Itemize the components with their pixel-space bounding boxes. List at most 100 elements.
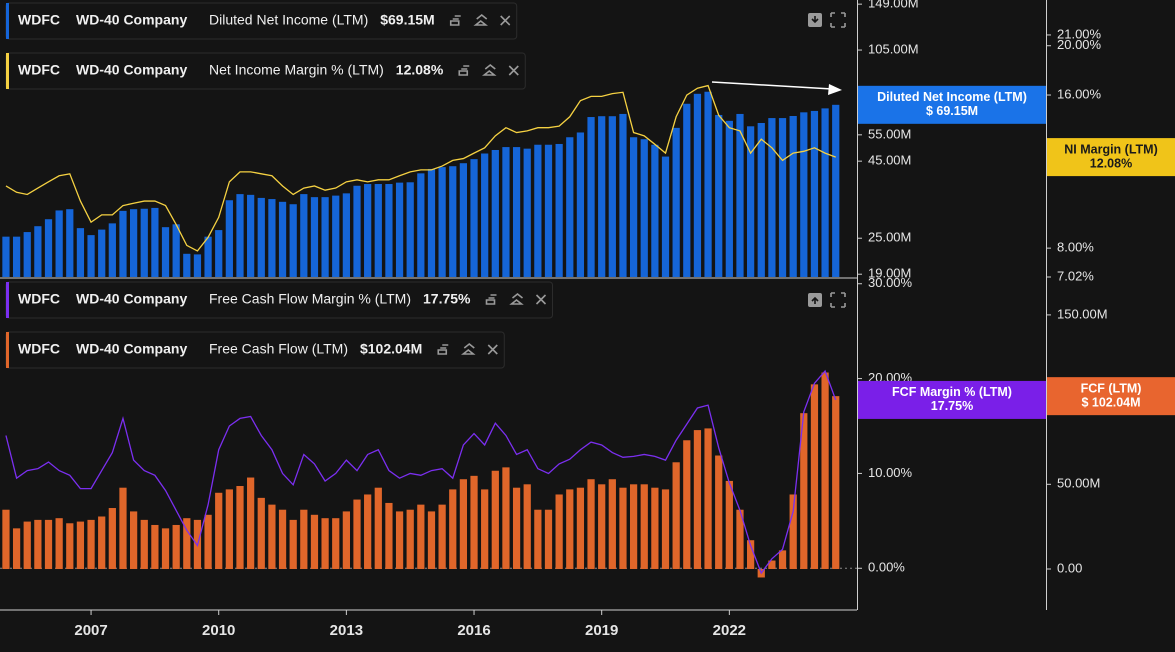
legend-swatch	[6, 282, 9, 318]
bar	[534, 144, 542, 277]
bar	[215, 230, 223, 277]
bar	[481, 153, 489, 277]
arrow-head	[828, 84, 842, 95]
legend-tool[interactable]	[449, 15, 461, 26]
legend-tool[interactable]	[473, 13, 488, 26]
bar	[800, 112, 808, 277]
y2-tick-label: 21.00%	[1057, 26, 1102, 41]
bar	[683, 103, 691, 277]
y-tick-label: 45.00M	[868, 153, 911, 168]
bar	[172, 524, 180, 570]
fullscreen-button[interactable]	[830, 292, 846, 308]
bar	[129, 209, 138, 277]
legend-swatch	[6, 332, 9, 368]
bar	[427, 168, 436, 277]
bar	[512, 487, 521, 570]
bar	[683, 440, 691, 570]
bar	[502, 147, 510, 277]
legends: WDFC WD-40 Company Diluted Net Income (LTM…	[5, 2, 553, 369]
arrow-line	[711, 81, 833, 90]
legend-tool[interactable]	[500, 15, 511, 26]
bar	[310, 514, 319, 570]
y-tick-label: 149.00M	[868, 0, 919, 11]
bar	[640, 484, 648, 570]
y2-tick-label: 16.00%	[1057, 86, 1102, 101]
legend-tool[interactable]	[460, 342, 476, 355]
bar	[725, 480, 733, 570]
bar	[672, 462, 680, 570]
bar	[821, 108, 829, 278]
y2-tick-label: 0.00	[1057, 560, 1082, 575]
legend-company: WD-40 Company	[76, 291, 187, 307]
legend-tool[interactable]	[458, 65, 470, 76]
bar	[193, 254, 202, 277]
bar	[225, 489, 233, 570]
y-tick-label: 10.00%	[868, 465, 913, 480]
bar	[12, 528, 21, 570]
tag-name: Diluted Net Income (LTM)	[877, 90, 1027, 104]
x-tick-label: 2022	[713, 622, 746, 639]
bar	[534, 509, 542, 570]
legend-tool[interactable]	[508, 65, 519, 76]
download-icon	[811, 16, 819, 24]
bar	[23, 232, 31, 277]
plot-area: 149.00M 105.00M 55.00M 45.00M 25.00M 19.00M 21…	[0, 0, 1108, 639]
bar	[502, 467, 510, 570]
bar	[161, 528, 170, 570]
bar	[736, 113, 744, 277]
tag-name: FCF Margin % (LTM)	[892, 385, 1012, 399]
bar	[598, 116, 606, 277]
legend-tool[interactable]	[535, 294, 547, 305]
legend-company: WD-40 Company	[76, 12, 187, 28]
bar	[704, 428, 712, 570]
value-tag: NI Margin (LTM)12.08%	[1047, 138, 1175, 177]
y-tick-label: 30.00%	[868, 275, 913, 290]
tag-name: FCF (LTM)	[1081, 381, 1142, 395]
bar	[608, 479, 616, 570]
bar	[55, 518, 63, 570]
bar	[183, 518, 191, 570]
legend-tool[interactable]	[485, 294, 497, 305]
bar	[321, 518, 329, 570]
bar	[34, 226, 42, 277]
bar	[491, 470, 499, 570]
bar	[151, 524, 159, 570]
bar	[119, 210, 127, 277]
bar	[725, 120, 733, 277]
bar	[87, 235, 95, 277]
y2-tick-label: 20.00%	[1057, 37, 1102, 52]
bar	[417, 504, 425, 570]
bar	[491, 149, 499, 277]
y-tick-label: 25.00M	[868, 230, 911, 245]
bar	[76, 228, 85, 277]
bar	[481, 489, 489, 570]
bar	[12, 236, 21, 277]
legend-tool[interactable]	[481, 63, 497, 76]
bar	[470, 159, 478, 277]
bar	[34, 519, 42, 570]
bar	[278, 509, 287, 570]
bar	[427, 511, 436, 570]
bar	[566, 137, 574, 277]
legend-tool[interactable]	[509, 292, 524, 305]
bar	[810, 384, 819, 570]
legend-ticker: WDFC	[18, 291, 60, 307]
fullscreen-button[interactable]	[830, 12, 846, 28]
bar	[108, 223, 116, 277]
bar	[172, 224, 180, 277]
line	[5, 369, 837, 575]
bar	[768, 118, 776, 277]
bar	[374, 184, 382, 277]
legend-swatch	[6, 53, 9, 89]
x-tick-label: 2010	[202, 622, 235, 639]
legend-tool[interactable]	[487, 344, 498, 355]
bar	[544, 509, 553, 570]
y2-tick-label: 8.00%	[1057, 240, 1094, 255]
bar	[364, 494, 372, 570]
legend-tool[interactable]	[437, 344, 449, 355]
legend-swatch	[6, 3, 9, 39]
tag-box	[858, 85, 1046, 124]
